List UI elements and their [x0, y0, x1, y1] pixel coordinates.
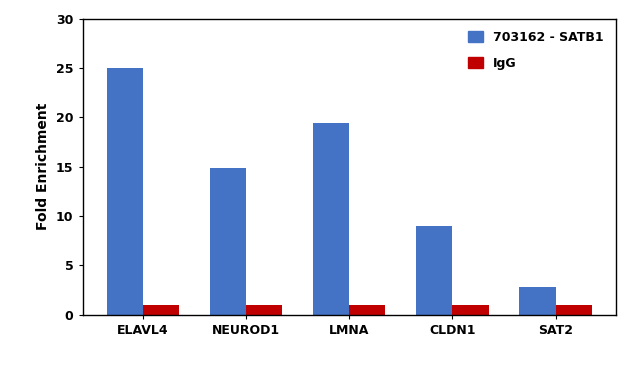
Legend: 703162 - SATB1, IgG: 703162 - SATB1, IgG: [462, 25, 610, 76]
Bar: [107, 68, 143, 314]
Y-axis label: Fold Enrichment: Fold Enrichment: [36, 103, 50, 230]
Bar: [143, 305, 179, 314]
Bar: [349, 305, 385, 314]
Bar: [519, 287, 556, 314]
Bar: [313, 123, 349, 314]
Bar: [417, 226, 452, 314]
Bar: [246, 305, 282, 314]
Bar: [556, 305, 592, 314]
Bar: [452, 305, 488, 314]
Bar: [210, 168, 246, 314]
